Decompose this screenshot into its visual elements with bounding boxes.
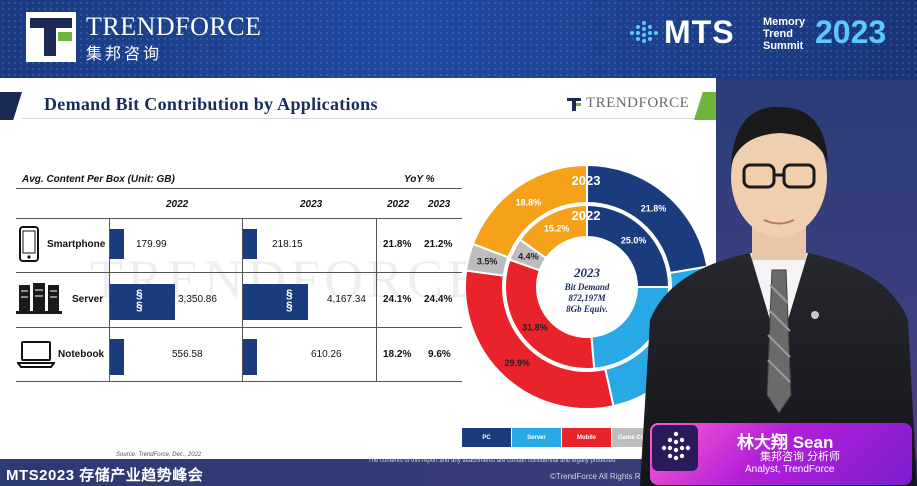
event-subtitle: Memory Trend Summit (763, 16, 806, 52)
col-2022-value: 2022 (166, 199, 189, 210)
outer-ring-year: 2023 (572, 173, 601, 188)
event-footer-title: MTS2023 存储产业趋势峰会 (6, 467, 204, 484)
presentation-slide: Demand Bit Contribution by Applications … (0, 78, 716, 470)
row-label-smartphone: Smartphone (47, 239, 106, 250)
outer-label-other: 18.8% (516, 197, 542, 207)
outer-label-game-console: 3.5% (477, 257, 498, 267)
value-notebook-2023: 610.26 (311, 349, 342, 360)
table-caption: Avg. Content Per Box (Unit: GB) (22, 174, 175, 185)
presenter-role-en: Analyst, TrendForce (745, 464, 835, 475)
value-server-2023: 4,167.34 (327, 294, 366, 305)
inner-label-mobile: 31.8% (522, 322, 548, 332)
inner-label-game-console: 4.4% (518, 252, 539, 262)
notebook-icon (17, 341, 55, 368)
bar-notebook-2023 (243, 339, 257, 375)
yoy-notebook-2023: 9.6% (428, 349, 451, 360)
inner-label-pc: 25.0% (621, 235, 647, 245)
axis-break-icon: § § (286, 287, 293, 313)
trendforce-logo-icon (26, 12, 76, 62)
bar-smartphone-2023 (243, 229, 257, 259)
yoy-smartphone-2022: 21.8% (383, 239, 412, 250)
legend-item-server: Server (512, 428, 561, 447)
yoy-server-2023: 24.4% (424, 294, 453, 305)
legend-item-pc: PC (462, 428, 511, 447)
yoy-notebook-2022: 18.2% (383, 349, 412, 360)
smartphone-icon (19, 226, 39, 262)
legend-item-mobile: Mobile (562, 428, 611, 447)
value-notebook-2022: 556.58 (172, 349, 203, 360)
bar-notebook-2022 (110, 339, 124, 375)
brand-name: TRENDFORCE (86, 12, 262, 41)
row-label-notebook: Notebook (58, 349, 105, 360)
center-unit: 8Gb Equiv. (566, 304, 608, 314)
copyright-text: ©TrendForce All Rights Re (550, 472, 645, 481)
bar-server-2022 (110, 284, 175, 320)
axis-break-icon: § § (136, 287, 143, 313)
mts-dots-icon (630, 21, 658, 43)
event-logo: MTS (664, 14, 735, 50)
bar-smartphone-2022 (110, 229, 124, 259)
center-title: Bit Demand (564, 282, 610, 292)
disclaimer-text: The contents of this report and any atta… (368, 458, 616, 464)
slide-logo-text: TRENDFORCE (586, 95, 690, 111)
yoy-smartphone-2023: 21.2% (424, 239, 453, 250)
title-accent-left (0, 92, 22, 120)
col-2022-yoy: 2022 (387, 199, 410, 210)
donut-center (537, 237, 637, 337)
inner-label-other: 15.2% (544, 223, 570, 233)
value-smartphone-2022: 179.99 (136, 239, 167, 250)
center-year: 2023 (573, 265, 601, 280)
header-banner (0, 0, 917, 80)
presenter-name: 林大翔 Sean (737, 433, 834, 452)
outer-label-mobile: 29.9% (505, 358, 531, 368)
center-value: 872,197M (568, 293, 606, 303)
value-smartphone-2023: 218.15 (272, 239, 303, 250)
outer-slice-other (471, 164, 588, 259)
inner-ring-year: 2022 (572, 208, 601, 223)
server-icon (16, 283, 62, 314)
mts-badge-icon (652, 425, 698, 471)
outer-label-pc: 21.8% (641, 203, 667, 213)
yoy-server-2022: 24.1% (383, 294, 412, 305)
header-pattern (0, 0, 917, 80)
bar-server-2023 (243, 284, 308, 320)
row-label-server: Server (72, 294, 104, 305)
event-year: 2023 (815, 14, 887, 50)
col-2023-yoy: 2023 (428, 199, 451, 210)
col-2023-value: 2023 (300, 199, 323, 210)
slide-title: Demand Bit Contribution by Applications (44, 94, 378, 114)
yoy-header: YoY % (404, 174, 435, 185)
presenter-role-cn: 集邦咨询 分析师 (760, 451, 841, 463)
slide-logo-icon (567, 98, 581, 111)
title-divider (22, 118, 694, 119)
value-server-2022: 3,350.86 (178, 294, 217, 305)
source-note: Source: TrendForce, Dec., 2022 (116, 452, 202, 458)
brand-cn: 集邦咨询 (86, 46, 163, 63)
